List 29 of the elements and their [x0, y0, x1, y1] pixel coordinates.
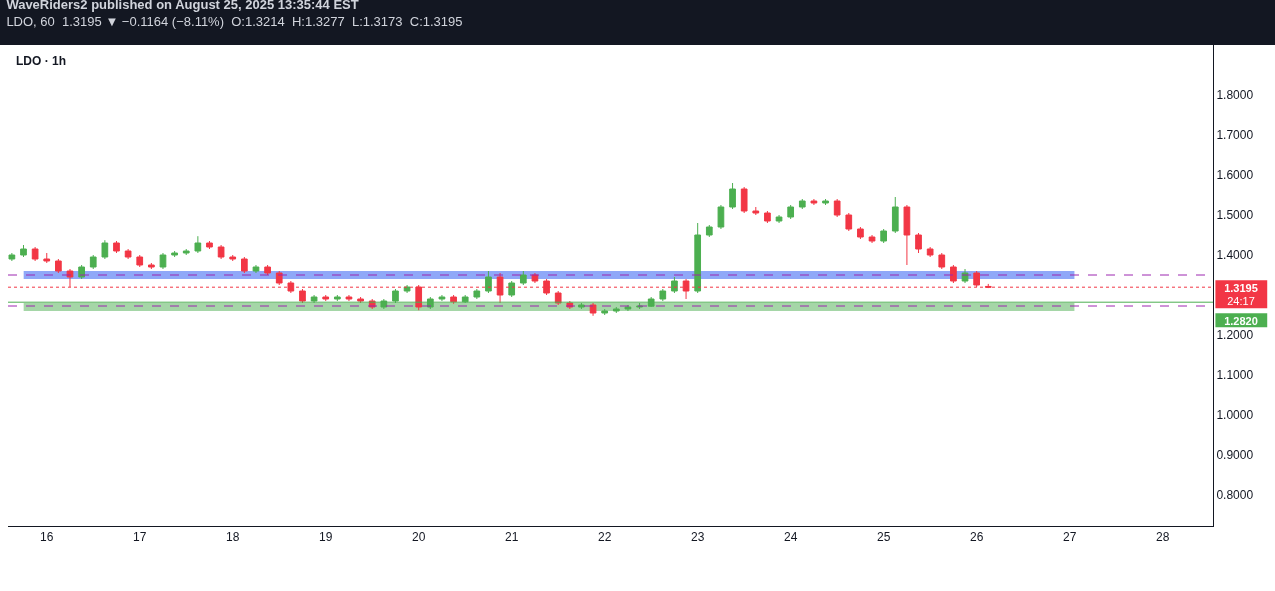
x-tick-label: 24 — [783, 530, 798, 545]
x-tick-label: 16 — [40, 530, 54, 545]
x-tick-label: 25 — [876, 530, 891, 545]
x-tick-label: 28 — [1155, 530, 1170, 545]
x-tick-label: 27 — [1062, 530, 1077, 545]
annotation: LDO · 1h — [16, 54, 66, 68]
y-tick-label: 1.5000 — [1216, 208, 1254, 223]
y-tick-label: 1.2000 — [1216, 328, 1254, 343]
y-tick-label: 1.6000 — [1216, 168, 1254, 183]
x-tick-label: 20 — [412, 530, 426, 545]
y-tick-label: 0.9000 — [1216, 448, 1254, 463]
y-tick-label: 1.8000 — [1216, 88, 1254, 103]
y-tick-label: 1.1000 — [1216, 368, 1254, 383]
y-tick-label: 1.0000 — [1216, 408, 1254, 423]
chart-title: WaveRiders2 published on August 25, 2025 13:35:44 EST — [6, 0, 359, 12]
x-tick-label: 19 — [319, 530, 333, 545]
x-tick-label: 26 — [969, 530, 984, 545]
x-tick-label: 22 — [598, 530, 612, 545]
text: 24:17 — [1227, 294, 1255, 307]
y-tick-label: 1.7000 — [1216, 128, 1254, 143]
chart-subtitle: LDO, 60 1.3195 ▼ −0.1164 (−8.11%) O:1.3214 H:1.3277 L:1.3173 C:1.3195 — [6, 13, 463, 29]
y-tick-label: 0.8000 — [1216, 488, 1254, 503]
x-tick-label: 23 — [691, 530, 705, 545]
ref-line-label: 1.2820 — [1224, 314, 1258, 327]
x-tick-label: 17 — [133, 530, 147, 545]
x-tick-label: 18 — [226, 530, 240, 545]
ref-line-label: 1.3195 — [1224, 281, 1258, 294]
y-tick-label: 1.4000 — [1216, 248, 1254, 263]
x-tick-label: 21 — [505, 530, 519, 545]
